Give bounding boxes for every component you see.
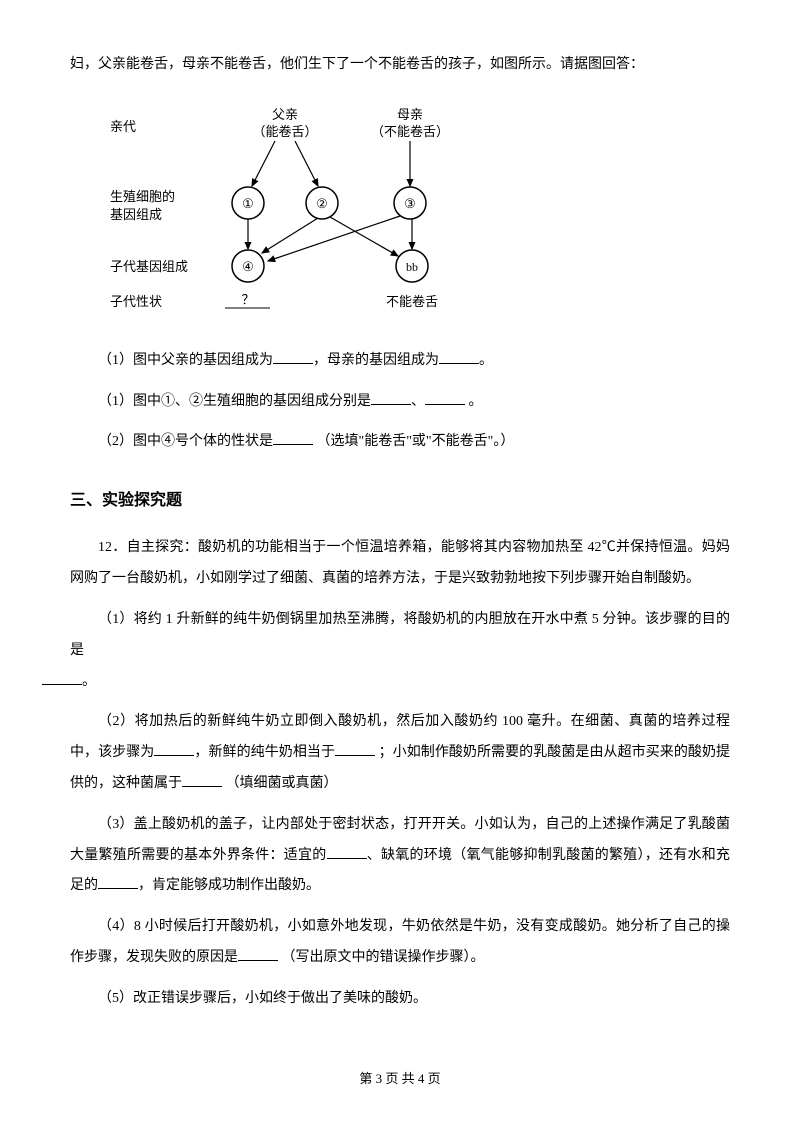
q2-prefix: （2）图中④号个体的性状是 — [98, 434, 273, 449]
p12-4: （4）8 小时候后打开酸奶机，小如意外地发现，牛奶依然是牛奶，没有变成酸奶。她分… — [70, 912, 730, 974]
p12-3: （3）盖上酸奶机的盖子，让内部处于密封状态，打开开关。小如认为，自己的上述操作满… — [70, 810, 730, 902]
p12-5: （5）改正错误步骤后，小如终于做出了美味的酸奶。 — [70, 984, 730, 1015]
q1b-mid: 、 — [411, 394, 425, 409]
node-1: ① — [242, 196, 254, 211]
q1-suffix: 。 — [479, 353, 493, 368]
q1-blank-2 — [439, 349, 479, 364]
node-4: ④ — [242, 259, 254, 274]
label-mother: 母亲 — [397, 107, 423, 122]
intro-text: 妇，父亲能卷舌，母亲不能卷舌，他们生下了一个不能卷舌的孩子，如图所示。请据图回答… — [70, 50, 730, 81]
label-mother-trait: （不能卷舌） — [371, 124, 449, 139]
q2-suffix: （选填"能卷舌"或"不能卷舌"。） — [313, 434, 514, 449]
label-father: 父亲 — [272, 107, 298, 122]
p12-2-blank-1 — [154, 741, 194, 756]
question-1: （1）图中父亲的基因组成为 ，母亲的基因组成为 。 — [70, 346, 730, 377]
section-3-heading: 三、实验探究题 — [70, 483, 730, 518]
q1-mid: ，母亲的基因组成为 — [313, 353, 439, 368]
p12-3-blank-2 — [98, 874, 138, 889]
node-2: ② — [316, 196, 328, 211]
p12-2-b: ，新鲜的纯牛奶相当于 — [194, 745, 335, 760]
p12-1: （1）将约 1 升新鲜的纯牛奶倒锅里加热至沸腾，将酸奶机的内胆放在开水中煮 5 … — [70, 605, 730, 697]
p12-2: （2）将加热后的新鲜纯牛奶立即倒入酸奶机，然后加入酸奶约 100 毫升。在细菌、… — [70, 707, 730, 799]
node-3: ③ — [404, 196, 416, 211]
q2-blank — [273, 430, 313, 445]
p12-4-b: （写出原文中的错误操作步骤）。 — [278, 950, 485, 965]
p12-1-blank — [42, 670, 82, 685]
genetics-diagram: 亲代 生殖细胞的 基因组成 子代基因组成 子代性状 父亲 （能卷舌） 母亲 （不… — [100, 101, 730, 321]
q1-blank-1 — [273, 349, 313, 364]
q1b-suffix: 。 — [465, 394, 483, 409]
question-1b: （1）图中①、②生殖细胞的基因组成分别是 、 。 — [70, 387, 730, 418]
label-gamete-1: 生殖细胞的 — [110, 189, 175, 204]
label-offspring-gene: 子代基因组成 — [110, 259, 188, 274]
label-qmark: ？ — [241, 292, 254, 307]
label-cannot-roll: 不能卷舌 — [386, 294, 438, 309]
q1b-blank-2 — [425, 390, 465, 405]
label-gamete-2: 基因组成 — [110, 207, 162, 222]
question-2: （2）图中④号个体的性状是 （选填"能卷舌"或"不能卷舌"。） — [70, 427, 730, 458]
q1-prefix: （1）图中父亲的基因组成为 — [98, 353, 273, 368]
q1b-prefix: （1）图中①、②生殖细胞的基因组成分别是 — [98, 394, 371, 409]
p12-3-blank-1 — [327, 844, 367, 859]
p12-2-d: （填细菌或真菌） — [222, 776, 338, 791]
p12-4-blank — [238, 946, 278, 961]
p12-1-prefix: （1）将约 1 升新鲜的纯牛奶倒锅里加热至沸腾，将酸奶机的内胆放在开水中煮 5 … — [70, 612, 730, 658]
label-offspring-trait: 子代性状 — [110, 294, 162, 309]
q1b-blank-1 — [371, 390, 411, 405]
p12-2-blank-3 — [182, 772, 222, 787]
page-footer: 第 3 页 共 4 页 — [70, 1065, 730, 1094]
node-bb: bb — [406, 260, 418, 274]
label-father-trait: （能卷舌） — [252, 124, 317, 139]
p12-intro: 12．自主探究：酸奶机的功能相当于一个恒温培养箱，能够将其内容物加热至 42℃并… — [70, 533, 730, 595]
p12-2-blank-2 — [335, 741, 375, 756]
label-parent-gen: 亲代 — [110, 119, 136, 134]
p12-3-c: ，肯定能够成功制作出酸奶。 — [138, 878, 320, 893]
p12-1-suffix: 。 — [82, 674, 96, 689]
